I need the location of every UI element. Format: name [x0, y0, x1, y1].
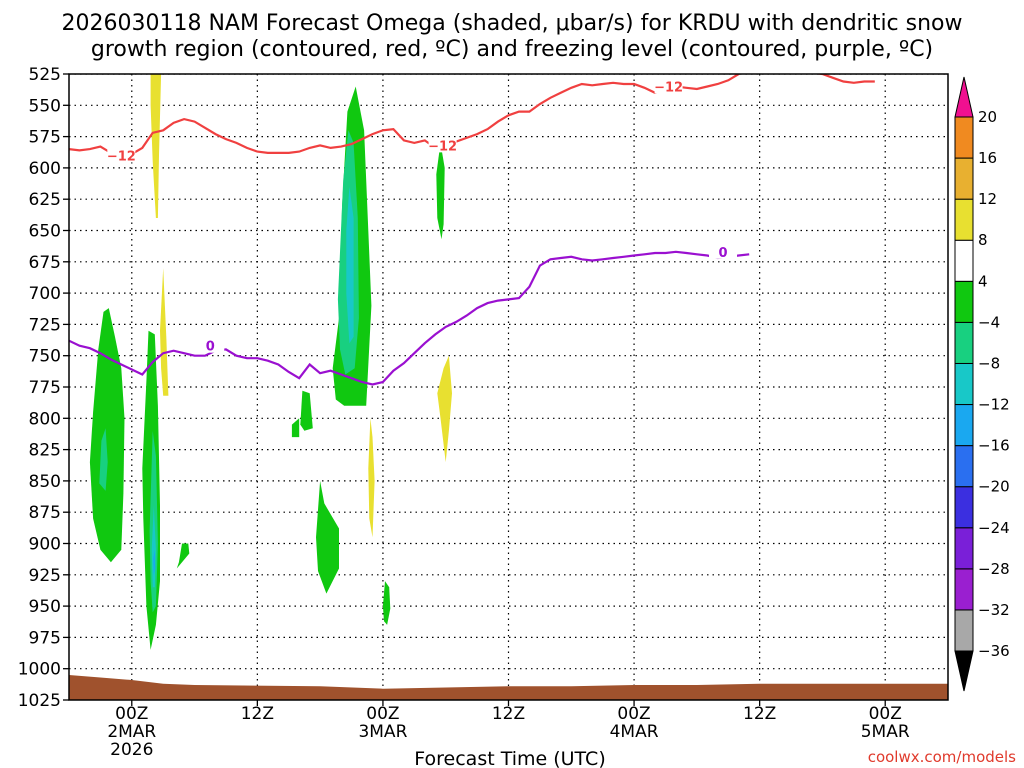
omega-shaded-region — [160, 268, 169, 396]
y-tick-label: 900 — [29, 535, 61, 555]
y-tick-label: 950 — [29, 597, 61, 617]
omega-shaded-region — [437, 355, 452, 463]
y-tick-label: 825 — [29, 441, 61, 461]
contour-label-bg — [428, 137, 457, 153]
x-tick-label: 12Z — [241, 704, 274, 724]
omega-shaded-region — [300, 390, 313, 431]
colorbar-segment — [954, 280, 974, 323]
colorbar-segment — [954, 198, 974, 241]
y-tick-label: 975 — [29, 628, 61, 648]
credit-text: coolwx.com/models — [868, 748, 1016, 766]
colorbar-segment — [954, 362, 974, 406]
omega-shaded-region — [150, 74, 162, 218]
colorbar-over-arrow — [954, 76, 974, 118]
y-tick-label: 600 — [29, 159, 61, 179]
chart-title-line-2: growth region (contoured, red, ºC) and f… — [91, 37, 933, 62]
colorbar-label: −20 — [978, 478, 1010, 496]
y-tick-label: 675 — [29, 253, 61, 273]
colorbar-label: −16 — [978, 437, 1010, 455]
colorbar-label: 4 — [978, 272, 988, 290]
contour-label-bg — [654, 78, 683, 94]
x-axis-title: Forecast Time (UTC) — [414, 748, 605, 768]
omega-shaded-region — [291, 418, 300, 438]
omega-shaded-region — [368, 418, 375, 538]
freezing-level-label: 0 — [206, 340, 215, 355]
colorbar-label: −24 — [978, 519, 1010, 537]
plot-area: −12 −12 −12 0 0 — [69, 74, 948, 700]
freezing-level-line — [69, 250, 750, 386]
colorbar-label: 12 — [978, 190, 997, 208]
omega-shaded-region — [153, 549, 156, 575]
colorbar-label: 16 — [978, 149, 997, 167]
colorbar-label: 8 — [978, 231, 988, 249]
y-tick-label: 775 — [29, 378, 61, 398]
x-tick-label: 00Z — [617, 704, 650, 724]
plot-content: −12 −12 −12 0 0 — [69, 74, 948, 700]
omega-shaded-region — [436, 142, 445, 240]
y-tick-label: 925 — [29, 566, 61, 586]
contour-label-bg — [709, 243, 738, 259]
x-tick-label: 12Z — [743, 704, 776, 724]
y-tick-label: 525 — [29, 65, 61, 85]
y-tick-label: 750 — [29, 347, 61, 367]
y-tick-label: 550 — [29, 96, 61, 116]
y-tick-label: 1025 — [18, 691, 61, 711]
y-tick-label: 1000 — [18, 660, 61, 680]
terrain-fill — [69, 675, 948, 700]
omega-shaded-region — [346, 186, 354, 344]
colorbar-segment — [954, 445, 974, 488]
colorbar-segment — [954, 568, 974, 611]
colorbar-label: −12 — [978, 396, 1010, 414]
colorbar-label: 20 — [978, 108, 997, 126]
y-tick-label: 875 — [29, 503, 61, 523]
y-tick-label: 700 — [29, 284, 61, 304]
x-tick-date-label: 3MAR — [358, 722, 407, 742]
colorbar-segment — [954, 404, 974, 447]
x-tick-year-label: 2026 — [110, 740, 153, 760]
colorbar-segment — [954, 116, 974, 159]
y-tick-label: 575 — [29, 128, 61, 148]
dgz-contour-label: −12 — [107, 149, 136, 164]
contour-label-bg — [107, 147, 136, 163]
colorbar-label: −8 — [978, 354, 1000, 372]
colorbar-segment — [954, 486, 974, 529]
x-tick-label: 12Z — [492, 704, 525, 724]
colorbar-label: −28 — [978, 560, 1010, 578]
colorbar-segment — [954, 321, 974, 364]
chart-title-line-1: 2026030118 NAM Forecast Omega (shaded, μ… — [61, 11, 962, 36]
x-tick-date-label: 2MAR — [107, 722, 156, 742]
colorbar-segment — [954, 239, 974, 282]
colorbar-label: −32 — [978, 601, 1010, 619]
colorbar-label: −36 — [978, 642, 1010, 660]
colorbar: 20 16 12 8 4 −4 −8 −12 −16 −20 −24 −28 −32 −36 — [954, 76, 1010, 692]
colorbar-under-arrow — [954, 650, 974, 692]
contour-label-bg — [196, 337, 225, 353]
omega-shaded-region — [89, 308, 125, 563]
axes: 525 550 575 600 625 650 675 700 725 750 775 800 825 8… — [18, 65, 949, 760]
y-tick-label: 850 — [29, 472, 61, 492]
dgz-contour-label: −12 — [428, 139, 457, 154]
x-tick-label: 00Z — [115, 704, 148, 724]
omega-shaded-region — [382, 581, 391, 625]
colorbar-segment — [954, 527, 974, 570]
freezing-level-label: 0 — [718, 246, 727, 261]
omega-shaded-region — [176, 543, 190, 569]
colorbar-label: −4 — [978, 313, 1000, 331]
colorbar-segment — [954, 157, 974, 200]
x-tick-label: 00Z — [869, 704, 902, 724]
y-tick-label: 800 — [29, 409, 61, 429]
x-tick-label: 00Z — [366, 704, 399, 724]
omega-shaded-region — [99, 428, 108, 491]
x-tick-date-label: 4MAR — [610, 722, 659, 742]
y-tick-label: 650 — [29, 222, 61, 242]
y-tick-label: 625 — [29, 190, 61, 210]
colorbar-segment — [954, 609, 974, 652]
dgz-contour-label: −12 — [654, 81, 683, 96]
x-tick-date-label: 5MAR — [861, 722, 910, 742]
dgz-contour-line — [69, 74, 875, 157]
omega-shaded-region — [316, 480, 339, 594]
y-tick-label: 725 — [29, 315, 61, 335]
